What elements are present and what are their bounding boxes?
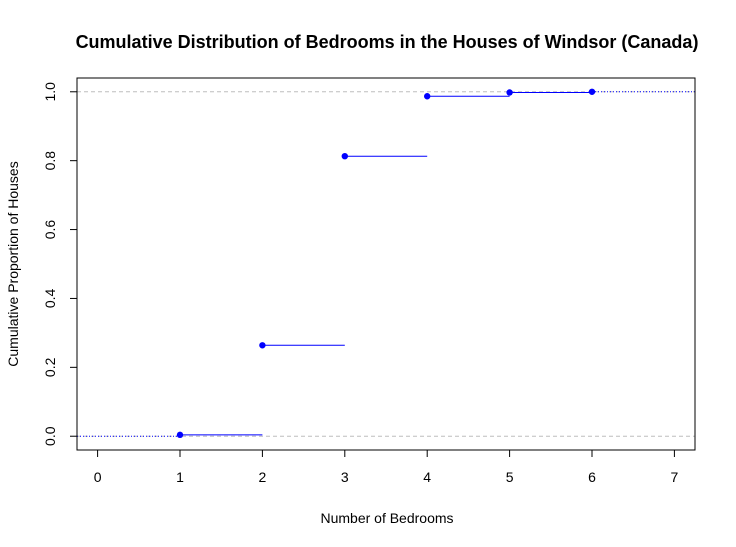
ecdf-point-1 xyxy=(259,342,266,349)
ecdf-point-3 xyxy=(424,93,431,100)
y-tick-label-1: 0.2 xyxy=(42,357,58,377)
ecdf-point-5 xyxy=(588,88,596,95)
x-tick-label-0: 0 xyxy=(94,469,102,485)
x-tick-label-1: 1 xyxy=(176,469,184,485)
y-tick-label-3: 0.6 xyxy=(42,220,58,240)
y-tick-label-0: 0.0 xyxy=(42,426,58,446)
ecdf-point-2 xyxy=(341,152,348,160)
axes: 0 1 2 3 4 5 6 7 0.0 0.2 0.4 0.6 0.8 1.0 xyxy=(42,82,679,485)
x-tick-label-2: 2 xyxy=(259,469,267,485)
x-tick-label-4: 4 xyxy=(423,469,431,485)
x-tick-label-7: 7 xyxy=(671,469,679,485)
chart-title: Cumulative Distribution of Bedrooms in t… xyxy=(76,32,699,52)
y-axis-label: Cumulative Proportion of Houses xyxy=(5,161,21,366)
ecdf-point-0 xyxy=(176,431,184,439)
x-tick-label-5: 5 xyxy=(506,469,514,485)
x-axis-label: Number of Bedrooms xyxy=(320,510,453,526)
y-tick-label-5: 1.0 xyxy=(42,82,58,102)
y-tick-label-2: 0.4 xyxy=(42,289,58,309)
y-tick-label-4: 0.8 xyxy=(42,151,58,171)
plot-frame xyxy=(76,77,696,451)
x-tick-label-3: 3 xyxy=(341,469,349,485)
reference-lines xyxy=(77,91,695,437)
ecdf-series xyxy=(77,88,695,439)
x-tick-label-6: 6 xyxy=(588,469,596,485)
ecdf-point-4 xyxy=(506,89,513,96)
